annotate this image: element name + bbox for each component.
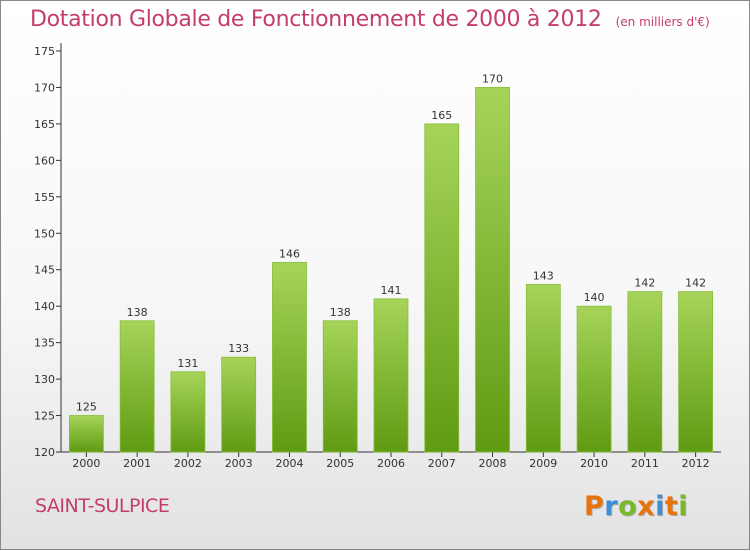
logo-letter: P — [584, 491, 605, 522]
y-tick-label: 170 — [34, 81, 55, 94]
data-label-2004: 146 — [279, 247, 300, 260]
bars — [68, 87, 714, 453]
bar-2008 — [475, 87, 510, 453]
y-tick-label: 175 — [34, 45, 55, 58]
bar-2009 — [525, 283, 561, 453]
logo-letter: t — [664, 491, 679, 522]
x-tick-label: 2000 — [72, 457, 100, 470]
x-tick-label: 2009 — [529, 457, 557, 470]
bar-2006 — [373, 298, 409, 453]
x-tick-label: 2012 — [682, 457, 710, 470]
x-tick-label: 2004 — [275, 457, 303, 470]
bar-2010 — [576, 305, 612, 453]
data-labels: 125 138 131 133 146 138 141 165 170 143 140 142 142 — [76, 72, 706, 413]
data-label-2007: 165 — [431, 109, 452, 122]
data-label-2002: 131 — [177, 357, 198, 370]
x-tick-label: 2001 — [123, 457, 151, 470]
y-tick-label: 120 — [34, 446, 55, 459]
data-label-2005: 138 — [330, 306, 351, 319]
data-label-2008: 170 — [482, 72, 503, 85]
data-label-2003: 133 — [228, 342, 249, 355]
logo-letter: i — [655, 491, 665, 522]
x-tick-label: 2002 — [174, 457, 202, 470]
bar-2003 — [221, 356, 257, 453]
bar-2011 — [627, 291, 663, 453]
y-tick-label: 125 — [34, 410, 55, 423]
y-tick-label: 145 — [34, 264, 55, 277]
proxiti-logo: Proxiti — [584, 491, 688, 522]
x-tick-label: 2008 — [479, 457, 507, 470]
data-label-2009: 143 — [533, 269, 554, 282]
data-label-2011: 142 — [634, 277, 655, 290]
logo-letter: x — [637, 491, 656, 522]
x-tick-label: 2006 — [377, 457, 405, 470]
bar-2004 — [272, 262, 307, 453]
x-tick-label: 2011 — [631, 457, 659, 470]
y-tick-label: 155 — [34, 191, 55, 204]
y-tick-label: 140 — [34, 300, 55, 313]
data-label-2001: 138 — [127, 306, 148, 319]
y-tick-label: 160 — [34, 154, 55, 167]
data-label-2006: 141 — [381, 284, 402, 297]
title-text: Dotation Globale de Fonctionnement de 20… — [30, 7, 602, 32]
bar-2001 — [119, 320, 155, 453]
logo-letter: o — [618, 491, 638, 522]
logo-letter: i — [678, 491, 689, 522]
bar-2000 — [68, 415, 104, 453]
bar-2007 — [424, 123, 460, 453]
data-label-2010: 140 — [584, 291, 605, 304]
data-label-2000: 125 — [76, 401, 97, 414]
bar-2005 — [322, 320, 358, 453]
data-label-2012: 142 — [685, 277, 706, 290]
chart-title: Dotation Globale de Fonctionnement de 20… — [30, 7, 710, 32]
y-tick-label: 165 — [34, 118, 55, 131]
logo-letter: r — [604, 491, 619, 522]
x-tick-label: 2005 — [326, 457, 354, 470]
bar-2012 — [678, 291, 714, 453]
commune-name: SAINT-SULPICE — [35, 495, 170, 517]
y-tick-label: 135 — [34, 337, 55, 350]
axes: 120 125 130 135 140 145 150 155 160 165 170 175 2000… — [34, 43, 721, 470]
bar-2002 — [170, 371, 206, 453]
y-tick-label: 150 — [34, 227, 55, 240]
x-tick-label: 2007 — [428, 457, 456, 470]
x-tick-label: 2010 — [580, 457, 608, 470]
unit-label: (en milliers d'€) — [615, 15, 710, 29]
y-tick-label: 130 — [34, 373, 55, 386]
x-tick-label: 2003 — [225, 457, 253, 470]
